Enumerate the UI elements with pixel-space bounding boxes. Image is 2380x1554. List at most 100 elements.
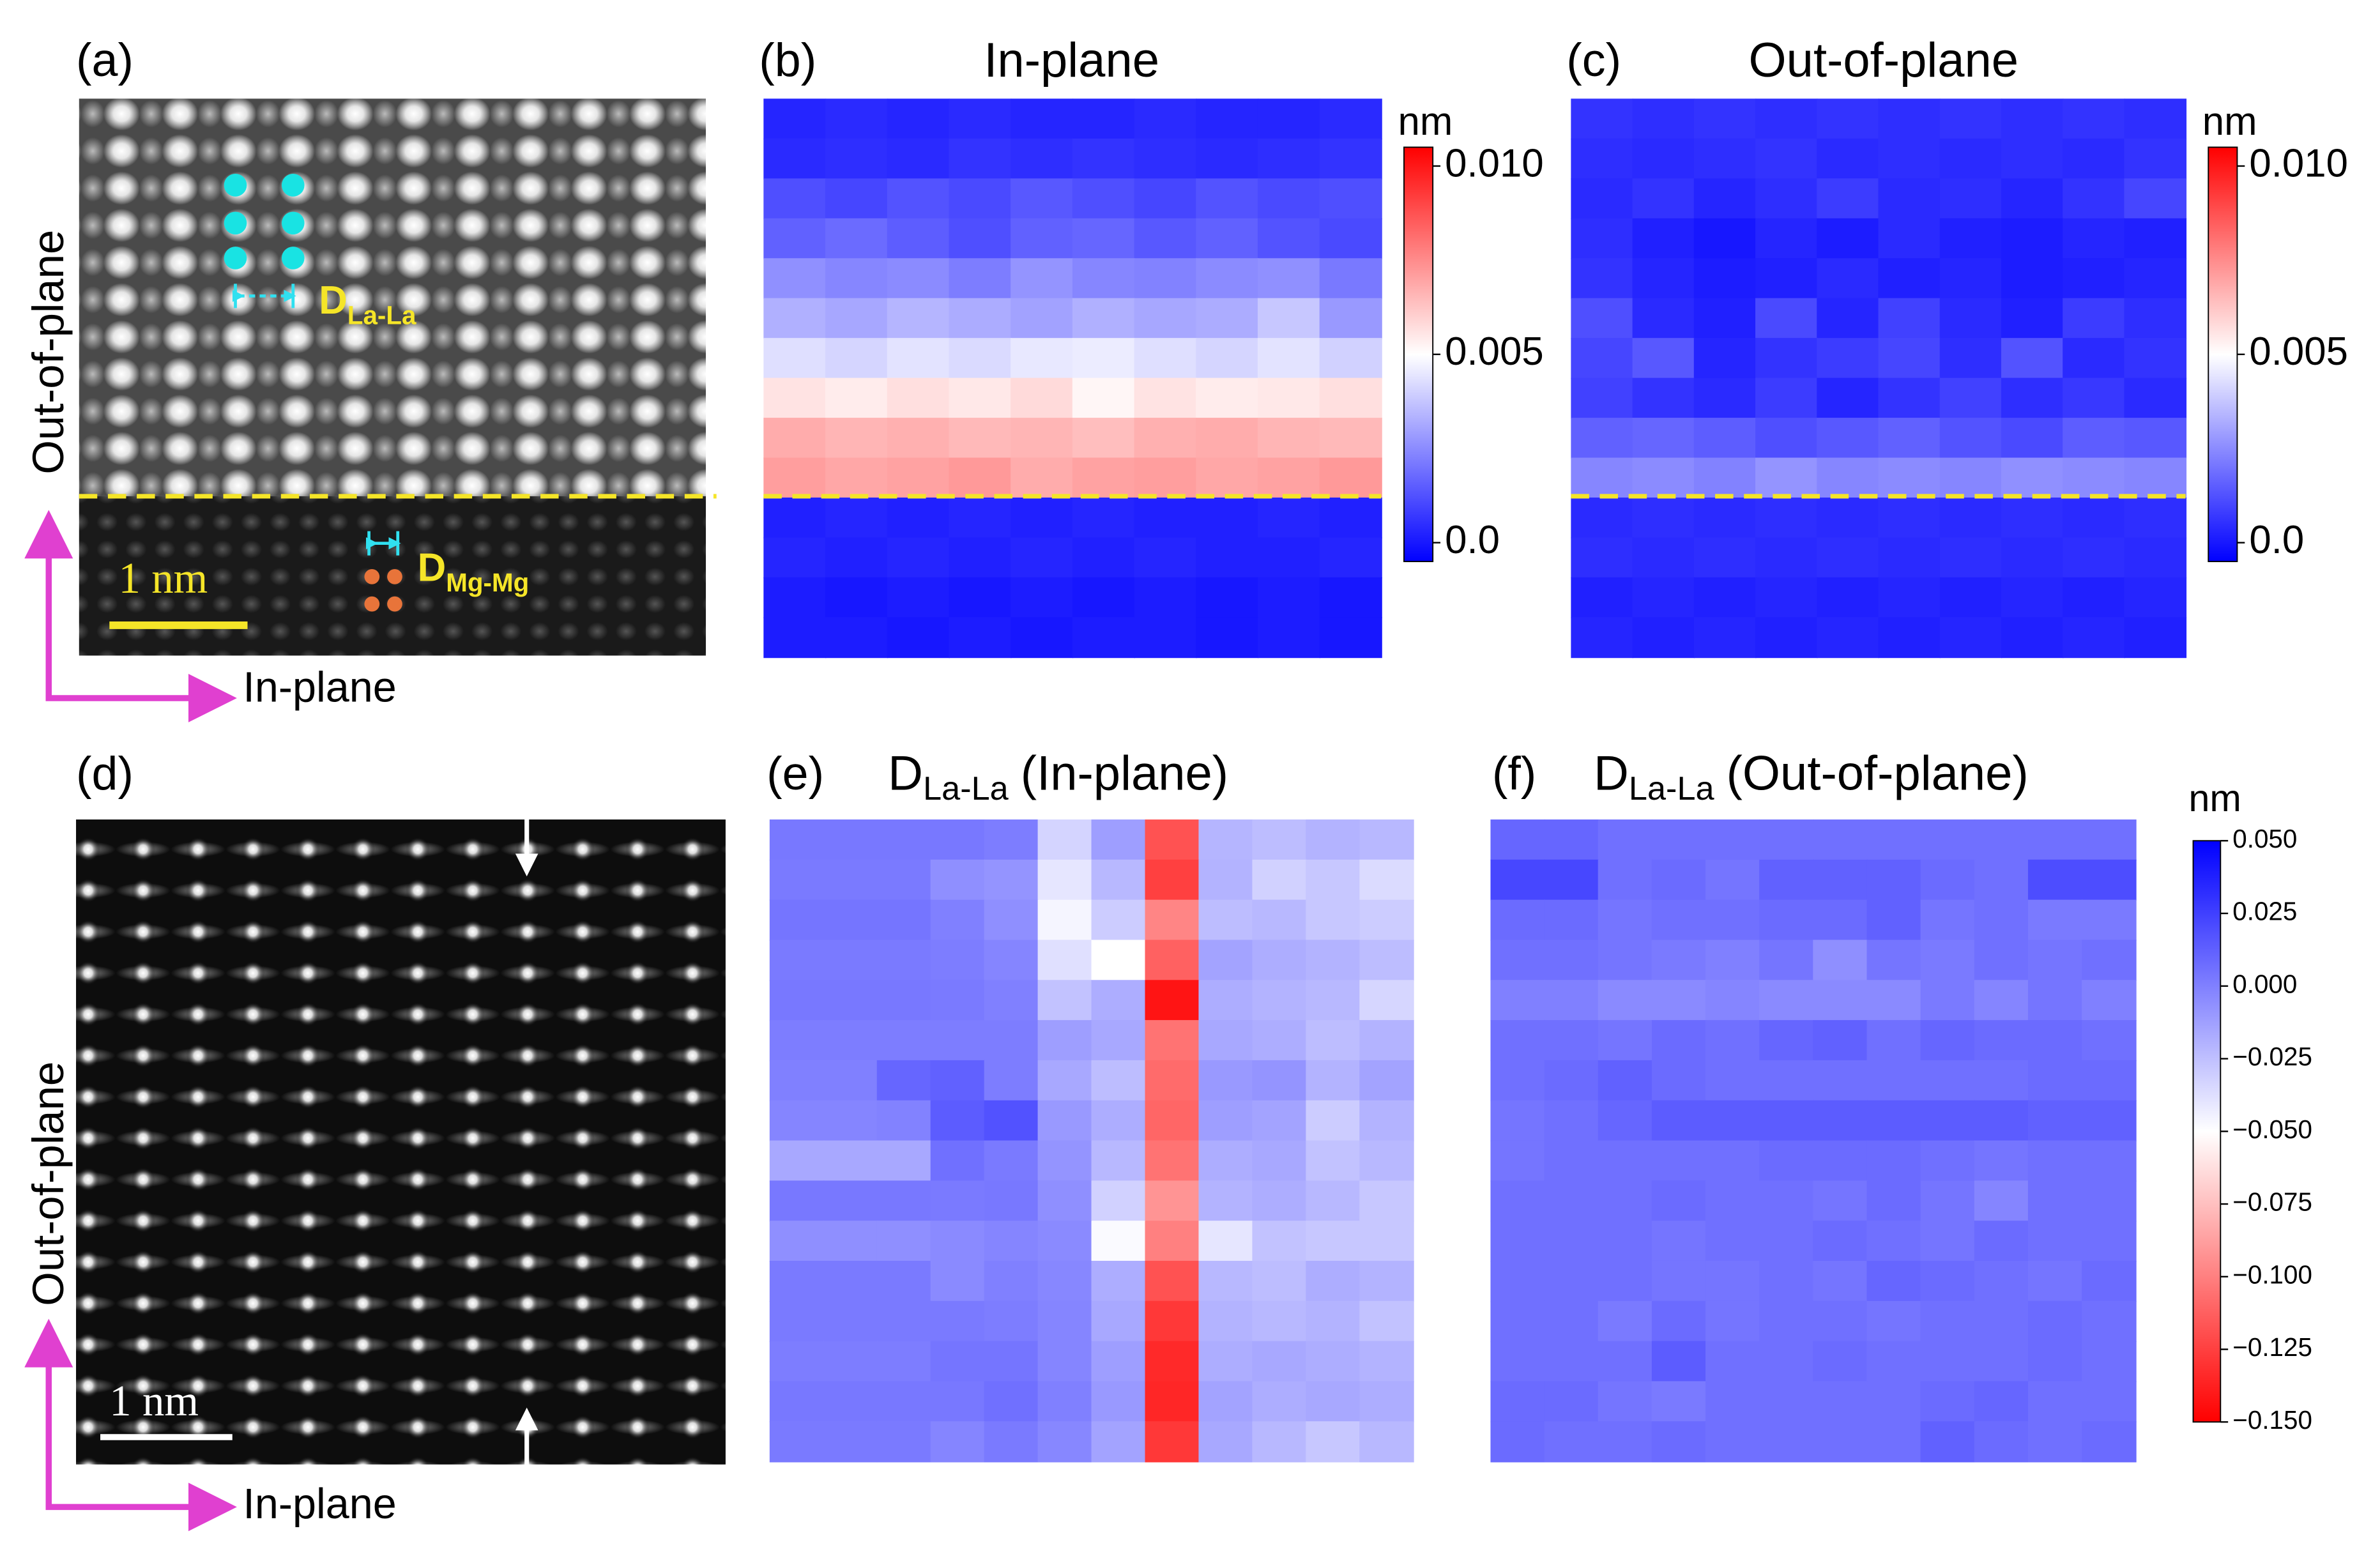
heatmap-cell — [1651, 1341, 1707, 1382]
heatmap-cell — [1974, 1381, 2029, 1422]
heatmap-cell — [1755, 98, 1818, 140]
heatmap-cell — [1705, 859, 1760, 901]
heatmap-cell — [1306, 940, 1361, 981]
heatmap-cell — [1359, 899, 1414, 941]
heatmap-cell — [1072, 178, 1135, 220]
heatmap-cell — [2027, 859, 2083, 901]
heatmap-cell — [1813, 940, 1868, 981]
heatmap-cell — [1359, 1060, 1414, 1102]
heatmap-cell — [1490, 859, 1546, 901]
heatmap-cell — [1974, 1221, 2029, 1262]
heatmap-cell — [1759, 1381, 1814, 1422]
heatmap-cell — [1544, 1381, 1599, 1422]
heatmap-cell — [1598, 1060, 1653, 1102]
heatmap-cell — [1134, 497, 1197, 538]
heatmap-cell — [769, 1341, 825, 1382]
panel-label: (f) — [1492, 747, 1537, 800]
heatmap-cell — [1705, 1300, 1760, 1343]
heatmap-cell — [1866, 1341, 1922, 1382]
heatmap-cell — [876, 1221, 932, 1262]
heatmap-cell — [763, 537, 827, 579]
heatmap-cell — [769, 1421, 825, 1463]
heatmap-cell — [949, 377, 1012, 419]
micrograph-d — [76, 819, 726, 1465]
heatmap-cell — [1571, 178, 1634, 220]
heatmap-cell — [1319, 218, 1382, 259]
heatmap-cell — [1134, 617, 1197, 659]
heatmap-cell — [1598, 1140, 1653, 1182]
heatmap-cell — [930, 1020, 986, 1062]
heatmap-cell — [1974, 1260, 2029, 1302]
heatmap-cell — [2001, 418, 2064, 459]
heatmap-cell — [1651, 1221, 1707, 1262]
heatmap-cell — [1693, 258, 1757, 300]
heatmap-cell — [769, 1221, 825, 1262]
heatmap-cell — [1920, 819, 1976, 861]
heatmap-cell — [1632, 298, 1695, 339]
heatmap-cell — [1306, 1060, 1361, 1102]
heatmap-cell — [769, 1180, 825, 1222]
colorbar-tick-label: 0.005 — [1445, 330, 1544, 374]
heatmap-cell — [1693, 377, 1757, 419]
heatmap-cell — [1632, 497, 1695, 538]
heatmap-cell — [1252, 819, 1307, 861]
heatmap-cell — [1813, 1300, 1868, 1343]
heatmap-cell — [1257, 617, 1321, 659]
heatmap-cell — [1490, 1381, 1546, 1422]
title-sub: La-La — [1629, 770, 1715, 807]
heatmap-cell — [2124, 218, 2187, 259]
heatmap-cell — [2001, 298, 2064, 339]
heatmap-cell — [1037, 899, 1092, 941]
heatmap-cell — [1490, 819, 1546, 861]
heatmap-cell — [1306, 1381, 1361, 1422]
heatmap-cell — [1651, 1260, 1707, 1302]
heatmap-cell — [1866, 1020, 1922, 1062]
heatmap-cell — [1359, 1100, 1414, 1141]
heatmap-cell — [2027, 1100, 2083, 1141]
heatmap-cell — [930, 1260, 986, 1302]
heatmap-cell — [1920, 1060, 1976, 1102]
heatmap-cell — [769, 1140, 825, 1182]
heatmap-cell — [1878, 577, 1941, 618]
heatmap-cell — [1632, 617, 1695, 659]
heatmap-cell — [1755, 178, 1818, 220]
heatmap-cell — [1252, 1260, 1307, 1302]
heatmap-cell — [1755, 418, 1818, 459]
heatmap-cell — [1920, 899, 1976, 941]
heatmap-cell — [2063, 457, 2125, 499]
heatmap-cell — [769, 819, 825, 861]
heatmap-cell — [1252, 1341, 1307, 1382]
heatmap-cell — [763, 418, 827, 459]
heatmap-cell — [1920, 1260, 1976, 1302]
heatmap-cell — [1878, 537, 1941, 579]
annotation-main: D — [418, 546, 446, 590]
heatmap-cell — [1091, 1020, 1146, 1062]
heatmap-cell — [763, 138, 827, 179]
heatmap-cell — [1759, 1341, 1814, 1382]
heatmap-cell — [1306, 1260, 1361, 1302]
heatmap-cell — [1196, 617, 1259, 659]
heatmap-cell — [1134, 418, 1197, 459]
heatmap-cell — [769, 1020, 825, 1062]
heatmap-cell — [887, 497, 950, 538]
heatmap-cell — [1306, 859, 1361, 901]
heatmap-cell — [2063, 178, 2125, 220]
heatmap-cell — [1134, 457, 1197, 499]
heatmap-cell — [930, 1100, 986, 1141]
heatmap-cell — [1198, 1221, 1253, 1262]
heatmap-cell — [2027, 1381, 2083, 1422]
heatmap-cell — [1651, 1020, 1707, 1062]
heatmap-cell — [1817, 537, 1879, 579]
heatmap-cell — [887, 418, 950, 459]
heatmap-cell — [769, 859, 825, 901]
heatmap-cell — [876, 1260, 932, 1302]
heatmap-cell — [1939, 338, 2002, 379]
heatmap-cell — [2124, 537, 2187, 579]
heatmap-cell — [1651, 1381, 1707, 1422]
colorbar-tick-label: −0.075 — [2232, 1187, 2312, 1217]
heatmap-cell — [1920, 1341, 1976, 1382]
heatmap-cell — [1759, 1060, 1814, 1102]
heatmap-cell — [1813, 1020, 1868, 1062]
heatmap-cell — [2082, 1260, 2137, 1302]
